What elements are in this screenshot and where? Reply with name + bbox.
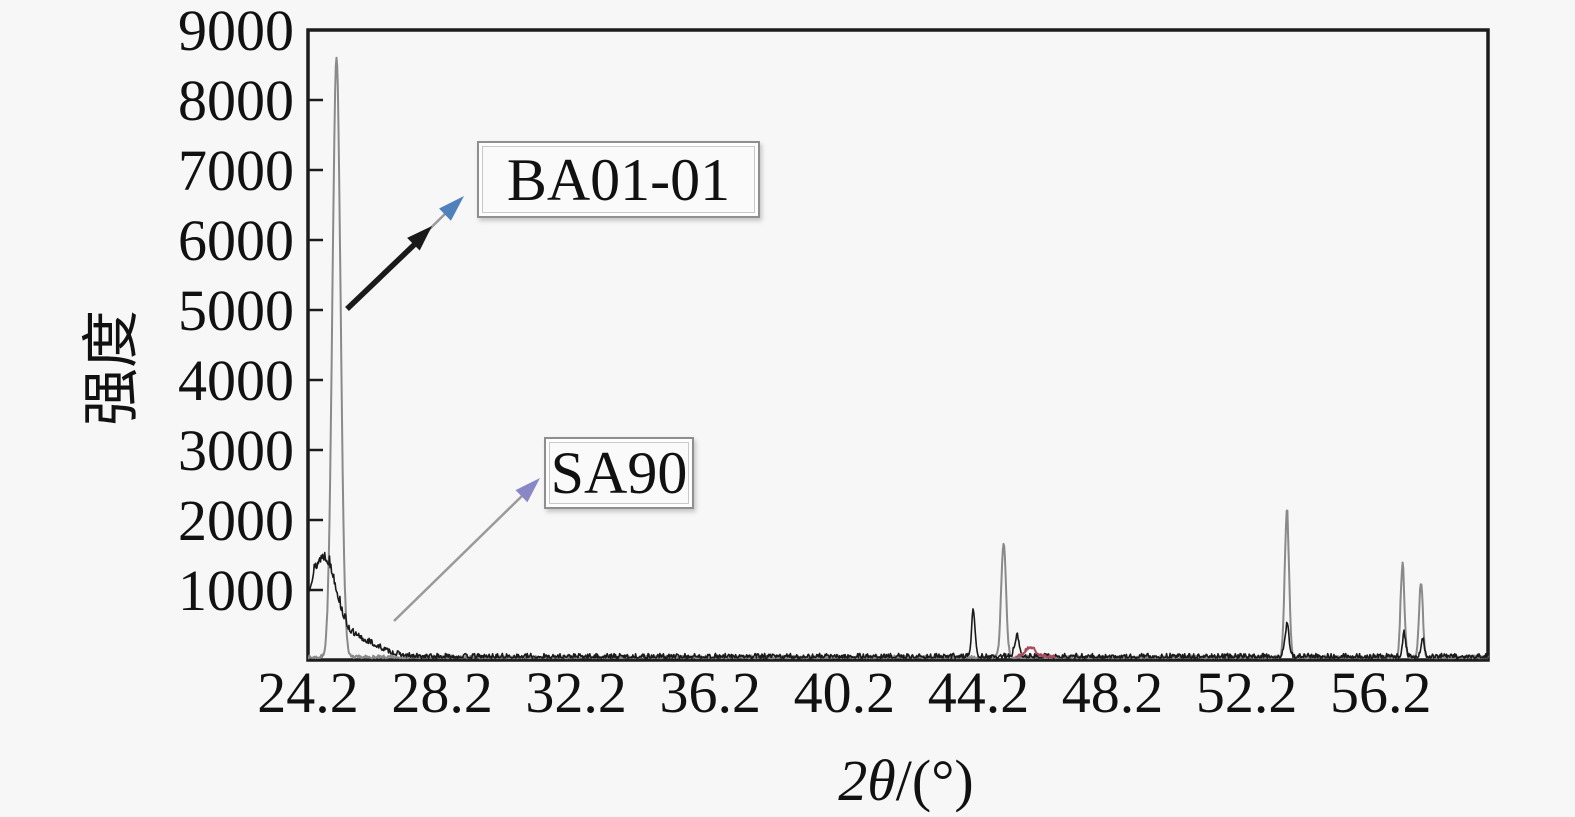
ba01-callout-box: BA01-01: [477, 141, 760, 218]
x-tick-label: 28.2: [391, 660, 493, 725]
y-tick-label: 9000: [178, 0, 294, 63]
y-tick-label: 5000: [178, 278, 294, 343]
ba01-callout-arrowhead-icon: [439, 196, 464, 221]
y-tick-label: 6000: [178, 208, 294, 273]
sa90-callout-label: SA90: [550, 440, 688, 506]
x-tick-label: 56.2: [1330, 660, 1432, 725]
y-tick-label: 7000: [178, 138, 294, 203]
x-tick-label: 40.2: [794, 660, 896, 725]
sa90-callout-box: SA90: [544, 437, 694, 509]
series-path-unlabeled-red-trace: [1015, 646, 1056, 659]
ba01-black-arrow-line: [345, 241, 418, 311]
y-tick-label: 3000: [178, 418, 294, 483]
y-axis-ticks: [308, 98, 323, 592]
y-axis-title: 强度: [79, 310, 144, 427]
x-tick-label: 32.2: [525, 660, 627, 725]
series-traces: [307, 56, 1489, 660]
sa90-callout-line: [393, 493, 525, 622]
x-axis-title-unit-part: /(°): [895, 748, 974, 813]
x-tick-label: 36.2: [660, 660, 762, 725]
x-tick-label: 44.2: [928, 660, 1030, 725]
y-tick-label: 1000: [178, 558, 294, 623]
y-tick-label: 8000: [178, 68, 294, 133]
ba01-black-arrow: [345, 226, 432, 311]
y-tick-label: 4000: [178, 348, 294, 413]
plot-border: [306, 28, 1490, 662]
x-axis-title: 2θ/(°): [756, 750, 1056, 812]
x-tick-label: 48.2: [1062, 660, 1164, 725]
sa90-callout-arrowhead-icon: [515, 478, 540, 503]
series-path-sa90: [307, 551, 1489, 659]
sa90-callout-arrow: [393, 478, 540, 622]
x-axis-title-italic-part: 2θ: [838, 748, 896, 813]
x-tick-label: 52.2: [1196, 660, 1298, 725]
y-tick-label: 2000: [178, 488, 294, 553]
ba01-black-arrowhead-icon: [407, 226, 432, 251]
x-tick-label: 24.2: [257, 660, 359, 725]
ba01-callout-label: BA01-01: [506, 146, 731, 213]
